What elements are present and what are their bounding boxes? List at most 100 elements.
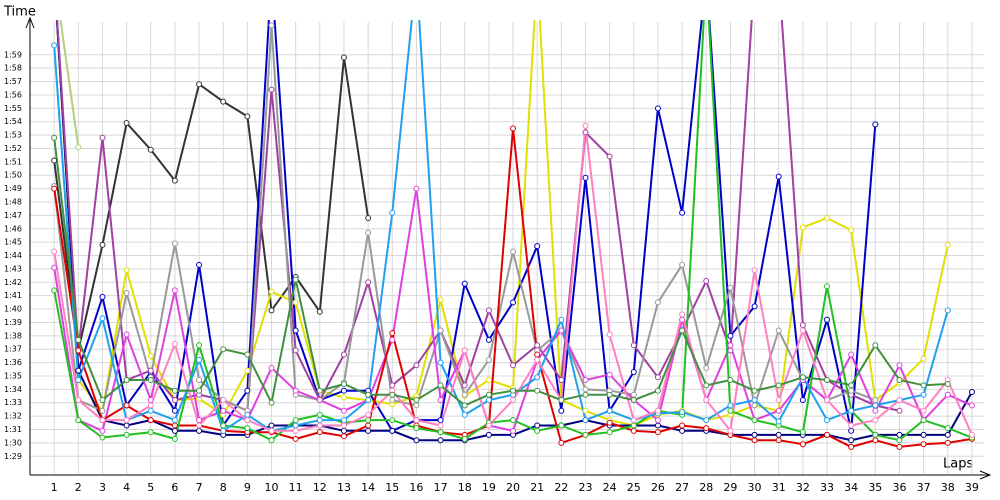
x-tick-label: 33 [820, 481, 834, 494]
data-point [437, 437, 444, 444]
data-point [485, 356, 492, 363]
data-point [582, 174, 589, 181]
data-point [196, 342, 203, 349]
data-point [606, 331, 613, 338]
data-point [268, 22, 275, 29]
data-point [123, 290, 130, 296]
series-line [53, 20, 949, 433]
data-point [558, 316, 565, 323]
y-tick-label: 1:58 [4, 64, 22, 73]
data-point [485, 397, 492, 404]
data-point [944, 241, 951, 248]
x-tick-label: 12 [313, 481, 327, 494]
data-point [268, 288, 275, 295]
data-point [99, 427, 106, 434]
data-point [147, 402, 154, 409]
data-point [437, 422, 444, 429]
data-point [268, 307, 275, 314]
data-point [534, 356, 541, 363]
data-point [896, 431, 903, 438]
data-point [848, 407, 855, 414]
data-point [510, 387, 517, 394]
data-point [51, 42, 58, 49]
data-point [920, 431, 927, 438]
data-point [703, 382, 710, 389]
data-point [244, 113, 251, 120]
data-point [220, 422, 227, 429]
data-point [872, 397, 879, 404]
data-point [437, 327, 444, 334]
data-point [727, 347, 734, 354]
data-point [824, 417, 831, 424]
data-point [75, 417, 82, 424]
y-tick-label: 1:44 [4, 251, 22, 260]
y-tick-label: 1:30 [4, 438, 22, 447]
data-point [582, 431, 589, 438]
x-tick-label: 23 [578, 481, 592, 494]
data-point [920, 382, 927, 389]
data-point [510, 125, 517, 132]
data-point [365, 411, 372, 418]
data-point [824, 431, 831, 438]
data-point [365, 215, 372, 222]
data-point [558, 376, 565, 383]
data-point [630, 397, 637, 404]
data-point [727, 427, 734, 434]
data-point [679, 327, 686, 334]
data-point [220, 407, 227, 414]
data-point [654, 299, 661, 306]
data-point [123, 120, 130, 127]
data-point [727, 342, 734, 349]
data-point [292, 347, 299, 354]
data-point [679, 316, 686, 323]
x-tick-label: 5 [147, 481, 154, 494]
data-point [582, 391, 589, 398]
data-point [461, 402, 468, 409]
data-point [123, 402, 130, 409]
data-point [534, 422, 541, 429]
data-point [365, 279, 372, 286]
data-point [75, 397, 82, 404]
data-point [872, 437, 879, 444]
data-point [437, 359, 444, 366]
data-point [147, 146, 154, 153]
x-tick-label: 39 [965, 481, 979, 494]
y-tick-label: 1:40 [4, 305, 22, 314]
data-point [654, 387, 661, 394]
data-point [896, 362, 903, 369]
data-point [171, 422, 178, 429]
data-point [485, 336, 492, 343]
x-tick-label: 19 [482, 481, 496, 494]
data-point [123, 422, 130, 429]
data-point [292, 327, 299, 334]
x-tick-label: 37 [917, 481, 931, 494]
data-point [679, 311, 686, 318]
data-point [340, 387, 347, 394]
data-point [461, 280, 468, 287]
x-tick-label: 30 [748, 481, 762, 494]
data-point [775, 382, 782, 389]
data-point [485, 422, 492, 429]
data-point [703, 397, 710, 404]
data-point [510, 427, 517, 434]
x-tick-label: 4 [123, 481, 130, 494]
data-point [365, 422, 372, 429]
data-point [751, 402, 758, 409]
data-point [99, 397, 106, 404]
data-point [196, 261, 203, 268]
data-point [196, 376, 203, 383]
y-tick-label: 1:38 [4, 331, 22, 340]
data-point [316, 387, 323, 394]
y-tick-label: 1:31 [4, 425, 22, 434]
data-point [727, 407, 734, 414]
data-point [630, 417, 637, 424]
y-tick-label: 1:29 [4, 452, 22, 461]
y-tick-label: 1:41 [4, 291, 22, 300]
data-point [413, 437, 420, 444]
data-point [244, 367, 251, 374]
data-point [824, 316, 831, 323]
data-point [268, 422, 275, 429]
data-point [824, 215, 831, 222]
data-point [244, 417, 251, 424]
data-point [413, 362, 420, 369]
